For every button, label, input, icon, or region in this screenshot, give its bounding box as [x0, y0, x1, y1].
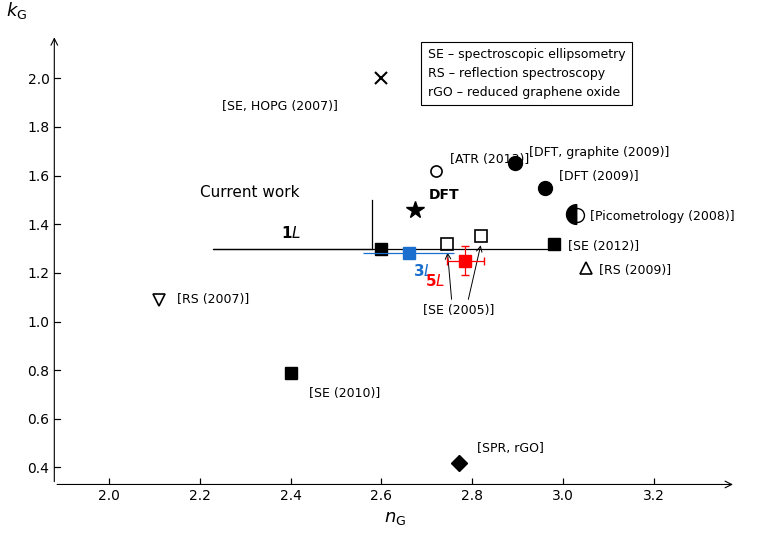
Text: [RS (2007)]: [RS (2007)] — [177, 293, 249, 306]
Text: DFT: DFT — [429, 188, 460, 202]
Text: [RS (2009)]: [RS (2009)] — [600, 264, 672, 277]
Text: [DFT (2009)]: [DFT (2009)] — [558, 170, 638, 183]
Text: $\mathbf{1}L$: $\mathbf{1}L$ — [282, 225, 301, 241]
Text: [SE (2012)]: [SE (2012)] — [568, 239, 639, 253]
Text: [SE (2005)]: [SE (2005)] — [423, 305, 494, 317]
Y-axis label: $k_\mathrm{G}$: $k_\mathrm{G}$ — [6, 0, 28, 21]
Text: $\mathbf{3}L$: $\mathbf{3}L$ — [413, 263, 434, 279]
Text: Current work: Current work — [200, 185, 299, 200]
Polygon shape — [567, 204, 577, 224]
Text: $\mathbf{5}L$: $\mathbf{5}L$ — [425, 273, 444, 289]
X-axis label: $n_\mathrm{G}$: $n_\mathrm{G}$ — [384, 509, 406, 527]
Text: [SE, HOPG (2007)]: [SE, HOPG (2007)] — [223, 100, 338, 113]
Text: [SPR, rGO]: [SPR, rGO] — [477, 442, 544, 455]
Text: [SE (2010)]: [SE (2010)] — [309, 387, 380, 400]
Text: [ATR (2013)]: [ATR (2013)] — [450, 153, 529, 166]
Text: SE – spectroscopic ellipsometry
RS – reflection spectroscopy
rGO – reduced graph: SE – spectroscopic ellipsometry RS – ref… — [428, 48, 625, 99]
Text: [DFT, graphite (2009)]: [DFT, graphite (2009)] — [529, 146, 669, 159]
Text: [Picometrology (2008)]: [Picometrology (2008)] — [591, 210, 735, 223]
